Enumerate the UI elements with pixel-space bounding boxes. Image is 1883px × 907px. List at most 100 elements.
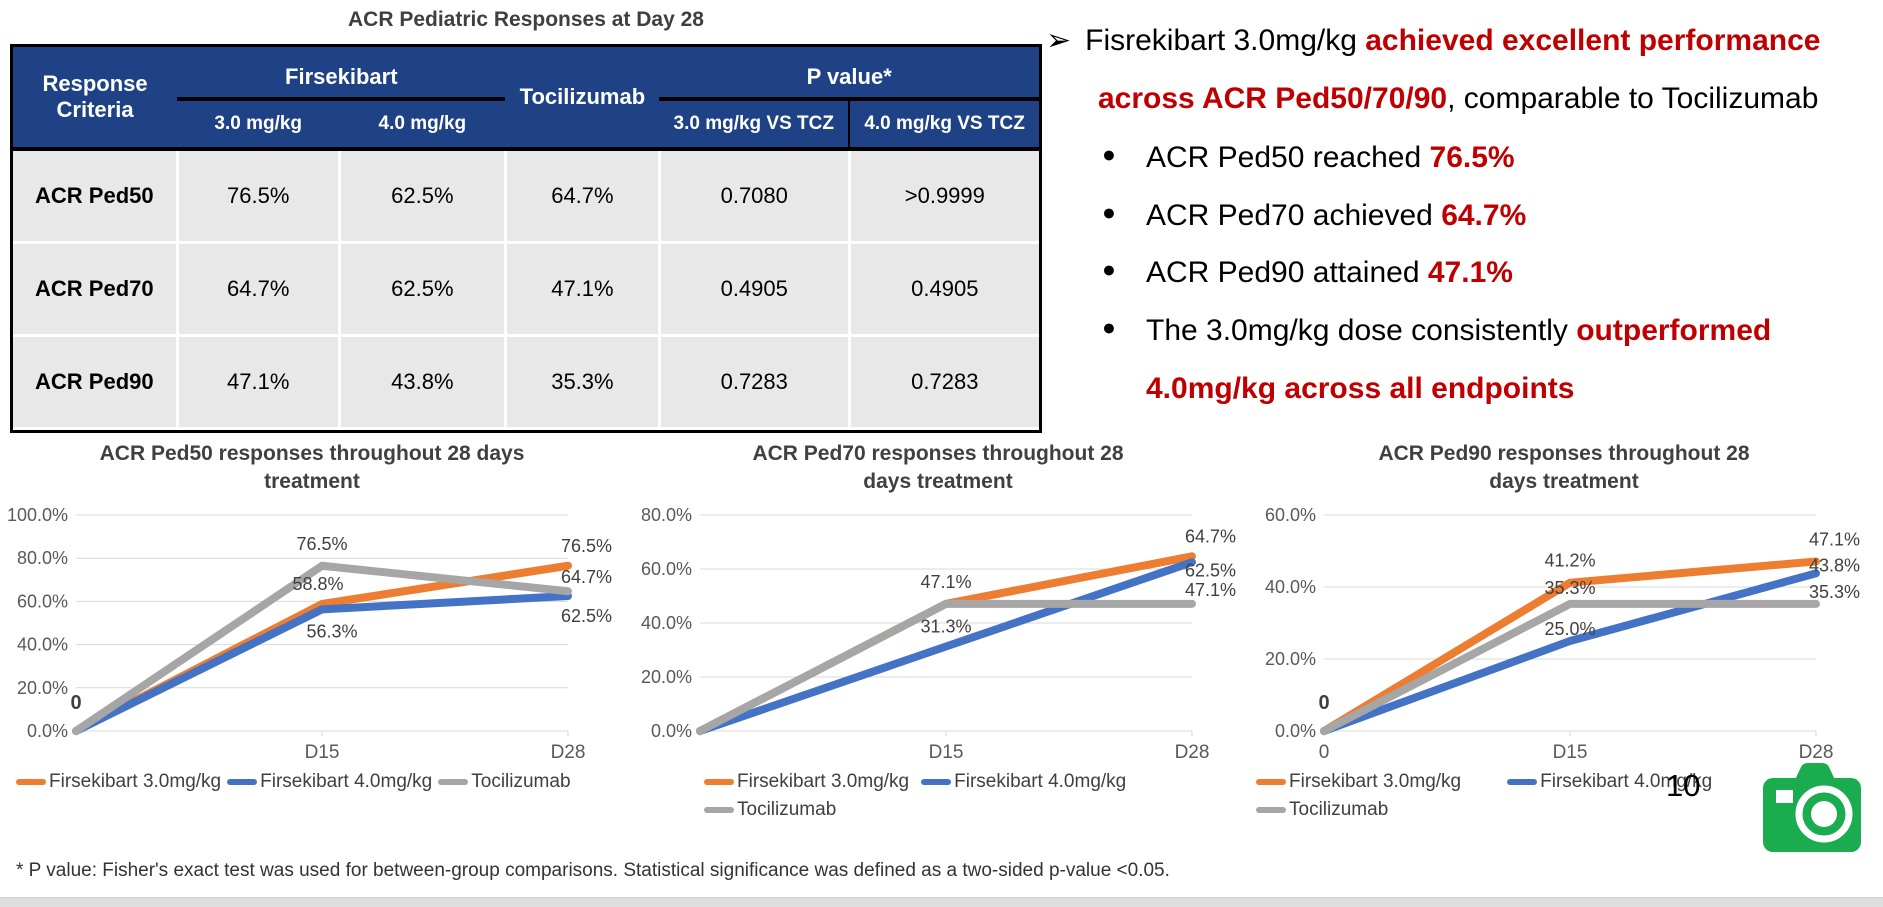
legend-swatch-icon: [704, 778, 734, 785]
y-axis-tick-label: 60.0%: [641, 559, 692, 579]
y-axis-tick-label: 0.0%: [1275, 721, 1316, 741]
legend-swatch-icon: [1507, 778, 1538, 785]
bullet-item: ● The 3.0mg/kg dose consistently outperfo…: [1046, 302, 1872, 417]
legend-label: Tocilizumab: [737, 798, 837, 820]
highlighted-text: 47.1%: [1427, 256, 1513, 290]
body-text: ACR Ped50 reached: [1146, 141, 1430, 175]
legend-item: Firsekibart 3.0mg/kg: [704, 771, 909, 793]
y-axis-tick-label: 40.0%: [1265, 577, 1316, 597]
bullet-dot-icon: ●: [1102, 313, 1116, 340]
arrow-bullet-icon: ➢: [1046, 24, 1072, 57]
legend-item: Firsekibart 4.0mg/kg: [921, 771, 1126, 793]
data-point-label: 58.8%: [292, 574, 343, 594]
data-point-label: 64.7%: [1185, 526, 1236, 546]
bullet-text: The 3.0mg/kg dose consistently outperfor…: [1146, 302, 1872, 417]
data-point-label: 76.5%: [561, 535, 612, 555]
y-axis-tick-label: 0.0%: [651, 721, 692, 741]
cell-tcz: 47.1%: [503, 240, 661, 337]
cell-p30: 0.7283: [657, 333, 851, 430]
cell-f40: 62.5%: [337, 147, 507, 244]
page-number: 10: [1666, 768, 1701, 803]
row-criteria: ACR Ped90: [13, 333, 179, 430]
origin-data-label: 0: [70, 692, 81, 714]
row-criteria: ACR Ped50: [13, 147, 179, 244]
data-point-label: 64.7%: [561, 567, 612, 587]
chart-title: ACR Ped90 responses throughout 28 days t…: [1378, 442, 1750, 494]
data-point-label: 47.1%: [1185, 580, 1236, 600]
legend-swatch-icon: [704, 806, 734, 813]
body-text: , comparable to Tocilizumab: [1447, 81, 1819, 115]
bullet-item: ● ACR Ped70 achieved 64.7%: [1046, 187, 1872, 245]
y-axis-tick-label: 20.0%: [17, 677, 68, 697]
legend-item: Tocilizumab: [1256, 799, 1388, 821]
table-title: ACR Pediatric Responses at Day 28: [348, 8, 704, 31]
cell-tcz: 35.3%: [503, 333, 661, 430]
table-row: ACR Ped70 64.7% 62.5% 47.1% 0.4905 0.490…: [13, 240, 1039, 337]
data-point-label: 41.2%: [1544, 550, 1595, 570]
data-point-label: 43.8%: [1809, 555, 1860, 575]
body-text: ACR Ped70 achieved: [1146, 198, 1442, 232]
y-axis-tick-label: 0.0%: [27, 721, 68, 741]
cell-f30: 64.7%: [175, 240, 341, 337]
camera-icon[interactable]: [1760, 760, 1864, 856]
data-point-label: 35.3%: [1809, 582, 1860, 602]
y-axis-tick-label: 40.0%: [641, 613, 692, 633]
y-axis-tick-label: 60.0%: [17, 591, 68, 611]
body-text: Fisrekibart 3.0mg/kg: [1085, 24, 1366, 57]
line-chart-plot: 0.0% 20.0% 40.0% 60.0% 80.0% 100.0% 76.5% 58.8%…: [7, 505, 612, 763]
series-line-1: [72, 591, 572, 735]
y-axis-tick-label: 20.0%: [641, 667, 692, 687]
bullet-text: ACR Ped50 reached 76.5%: [1146, 129, 1515, 187]
x-axis-tick-label: D28: [1175, 742, 1210, 763]
y-axis-tick-label: 40.0%: [17, 634, 68, 654]
row-criteria: ACR Ped70: [13, 240, 179, 337]
body-text: The 3.0mg/kg dose consistently: [1146, 313, 1577, 347]
chart-acr-ped90: ACR Ped90 responses throughout 28 days t…: [1252, 430, 1876, 838]
bullet-dot-icon: ●: [1102, 256, 1116, 283]
legend-item: Firsekibart 3.0mg/kg: [1256, 771, 1461, 793]
chart-legend: Firsekibart 3.0mg/kg Firsekibart 4.0mg/kg…: [1256, 771, 1876, 821]
legend-item: Firsekibart 3.0mg/kg: [16, 771, 221, 793]
y-axis-tick-label: 20.0%: [1265, 649, 1316, 669]
bullet-text: ACR Ped70 achieved 64.7%: [1146, 187, 1526, 245]
legend-swatch-icon: [921, 778, 952, 785]
key-findings-panel: ➢ Fisrekibart 3.0mg/kg achieved excellent…: [1046, 12, 1872, 417]
highlighted-text: 76.5%: [1429, 141, 1515, 175]
bullet-list: ● ACR Ped50 reached 76.5% ● ACR Ped70 achie…: [1046, 129, 1872, 417]
table-row: ACR Ped90 47.1% 43.8% 35.3% 0.7283 0.728…: [13, 333, 1039, 430]
legend-label: Tocilizumab: [471, 770, 571, 792]
series-line-2: [1320, 599, 1820, 735]
y-axis-tick-label: 80.0%: [17, 548, 68, 568]
legend-swatch-icon: [1256, 778, 1286, 785]
cell-f40: 62.5%: [337, 240, 507, 337]
legend-swatch-icon: [438, 778, 469, 785]
table-row: ACR Ped50 76.5% 62.5% 64.7% 0.7080 >0.99…: [13, 147, 1039, 244]
line-chart-plot: 0.0% 20.0% 40.0% 60.0% 80.0% 47.1% 31.3% 64.7% 6…: [641, 505, 1236, 763]
chart-title: ACR Ped50 responses throughout 28 days t…: [99, 442, 525, 494]
x-axis-tick-label: D15: [305, 742, 340, 763]
y-axis-tick-label: 100.0%: [7, 505, 68, 525]
cell-f30: 47.1%: [175, 333, 341, 430]
p-value-footnote: * P value: Fisher's exact test was used …: [16, 860, 1170, 881]
intro-statement: ➢ Fisrekibart 3.0mg/kg achieved excellent…: [1046, 12, 1872, 127]
data-point-label: 56.3%: [306, 621, 357, 641]
data-point-label: 25.0%: [1544, 619, 1595, 639]
col-header-p30-vs-tcz: 3.0 mg/kg VS TCZ: [659, 99, 850, 151]
legend-label: Firsekibart 4.0mg/kg: [260, 770, 433, 792]
chart-legend: Firsekibart 3.0mg/kg Firsekibart 4.0mg/kg…: [704, 771, 1248, 821]
y-axis-tick-label: 60.0%: [1265, 505, 1316, 525]
data-point-label: 35.3%: [1544, 578, 1595, 598]
col-group-firsekibart: Firsekibart: [177, 47, 506, 101]
data-point-label: 62.5%: [1185, 560, 1236, 580]
x-axis-tick-label: D15: [929, 742, 964, 763]
x-axis-tick-label: D28: [551, 742, 586, 763]
cell-p40: >0.9999: [847, 147, 1039, 244]
acr-table-section: ACR Pediatric Responses at Day 28 Respon…: [10, 8, 1042, 433]
chart-title: ACR Ped70 responses throughout 28 days t…: [752, 442, 1124, 494]
legend-label: Firsekibart 3.0mg/kg: [1289, 770, 1462, 792]
legend-label: Firsekibart 4.0mg/kg: [1540, 770, 1713, 792]
col-header-response-criteria: Response Criteria: [13, 47, 178, 151]
bullet-item: ● ACR Ped90 attained 47.1%: [1046, 244, 1872, 302]
legend-swatch-icon: [227, 778, 258, 785]
cell-p30: 0.7080: [657, 147, 851, 244]
